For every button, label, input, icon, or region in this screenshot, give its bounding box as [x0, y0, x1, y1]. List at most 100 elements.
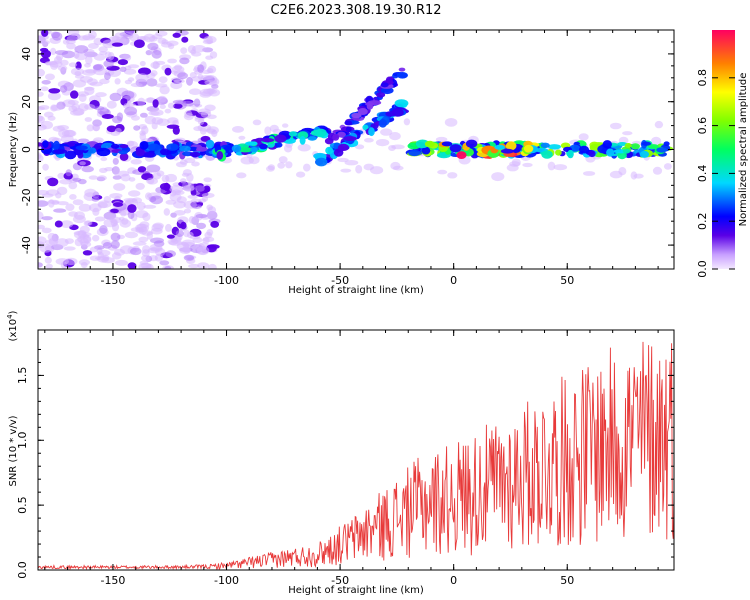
- spectral-blob: [141, 125, 149, 135]
- spectral-blob: [177, 216, 189, 225]
- spectral-blob: [121, 217, 129, 225]
- y-tick-label: 0.0: [16, 561, 29, 579]
- spectral-blob: [66, 42, 76, 50]
- spectral-blob: [179, 159, 188, 165]
- spectral-blob: [211, 84, 219, 89]
- spectral-blob: [98, 46, 108, 53]
- spectral-blob: [133, 39, 145, 48]
- spectral-blob: [363, 163, 375, 171]
- spectral-blob: [104, 72, 111, 80]
- spectral-blob: [68, 211, 78, 217]
- spectral-blob: [85, 69, 97, 74]
- spectral-blob: [115, 259, 129, 266]
- spectral-blob: [151, 49, 162, 59]
- spectral-blob: [203, 177, 212, 183]
- spectral-blob: [38, 154, 44, 163]
- spectral-blob: [389, 132, 401, 141]
- spectral-blob: [208, 263, 217, 269]
- spectral-blob: [74, 52, 88, 61]
- spectral-blob: [261, 138, 275, 143]
- spectral-blob: [130, 159, 142, 165]
- spectral-blob: [606, 148, 615, 157]
- spectral-blob: [93, 53, 106, 61]
- spectral-blob: [181, 36, 189, 43]
- spectral-blob: [72, 177, 82, 182]
- snr-frame: [37, 329, 675, 571]
- spectral-blob: [41, 80, 51, 85]
- spectral-blob: [622, 149, 631, 154]
- spectral-blob: [119, 152, 129, 161]
- spectral-blob: [154, 253, 164, 262]
- spectral-blob: [540, 142, 550, 148]
- spectral-blob: [609, 170, 623, 179]
- spectral-blob: [435, 136, 448, 142]
- spectral-blob: [126, 140, 135, 147]
- y-tick-label: 1.0: [16, 432, 29, 450]
- spectral-blob: [159, 183, 171, 190]
- spectral-blob: [201, 192, 215, 199]
- spectral-blob: [122, 54, 132, 61]
- spectral-blob: [84, 104, 96, 110]
- spectral-blob: [193, 98, 201, 107]
- spectral-blob: [180, 221, 187, 230]
- spectral-blob: [151, 122, 158, 130]
- spectral-blob: [164, 265, 172, 269]
- spectral-blob: [206, 126, 219, 135]
- x-tick-label: -150: [100, 574, 125, 587]
- spectral-blob: [210, 220, 220, 228]
- spectral-blob: [92, 234, 100, 242]
- spectral-blob: [92, 64, 103, 71]
- spectral-blob: [197, 64, 205, 73]
- spectral-blob: [48, 88, 61, 94]
- spectral-blob: [203, 185, 211, 193]
- spectral-blob: [62, 39, 70, 45]
- spectral-blob: [88, 175, 99, 180]
- spectral-blob: [80, 241, 92, 248]
- snr-series-line: [38, 341, 674, 570]
- spectral-blob: [102, 39, 116, 49]
- spectral-blob: [252, 119, 262, 126]
- spectral-blob: [380, 86, 394, 95]
- spectral-blob: [641, 141, 652, 146]
- spectral-blob: [179, 145, 191, 152]
- spectral-blob: [139, 141, 149, 150]
- spectral-blob: [45, 263, 53, 269]
- spectral-blob: [99, 225, 108, 234]
- spectral-blob: [101, 114, 114, 119]
- spectral-blob: [179, 57, 190, 65]
- spectral-blob: [109, 216, 122, 224]
- spectral-blob: [296, 171, 306, 178]
- spectral-blob: [236, 172, 247, 179]
- spectral-blob: [522, 162, 533, 168]
- y-tick-label: -20: [20, 188, 33, 206]
- spectral-blob: [84, 63, 91, 68]
- spectral-blob: [245, 141, 258, 146]
- spectral-blob: [182, 184, 195, 192]
- spectral-blob: [69, 194, 77, 200]
- y-tick-label: -40: [20, 236, 33, 254]
- spectral-blob: [57, 124, 69, 131]
- colorbar-tick-label: 0.0: [696, 260, 709, 278]
- x-tick-label: -150: [100, 274, 125, 287]
- y-tick-label: 40: [20, 47, 33, 61]
- spectral-blob: [120, 173, 131, 182]
- spectral-blob: [194, 185, 205, 192]
- spectral-blob: [192, 45, 207, 53]
- spectral-blob: [325, 146, 334, 155]
- spectral-blob: [130, 82, 143, 88]
- spectral-blob: [169, 185, 184, 194]
- spectral-blob: [40, 86, 49, 92]
- spectral-blob: [175, 230, 184, 237]
- spectral-blob: [172, 119, 179, 126]
- spectral-blob: [364, 137, 374, 143]
- spectrogram-marks: [38, 30, 674, 269]
- spectral-blob: [116, 36, 127, 43]
- spectral-blob: [274, 134, 287, 143]
- spectral-blob: [344, 160, 359, 166]
- spectral-blob: [355, 164, 363, 174]
- spectral-blob: [282, 123, 289, 128]
- spectral-blob: [299, 136, 306, 145]
- spectral-blob: [159, 148, 171, 156]
- spectral-blob: [145, 50, 152, 56]
- spectral-blob: [421, 146, 431, 155]
